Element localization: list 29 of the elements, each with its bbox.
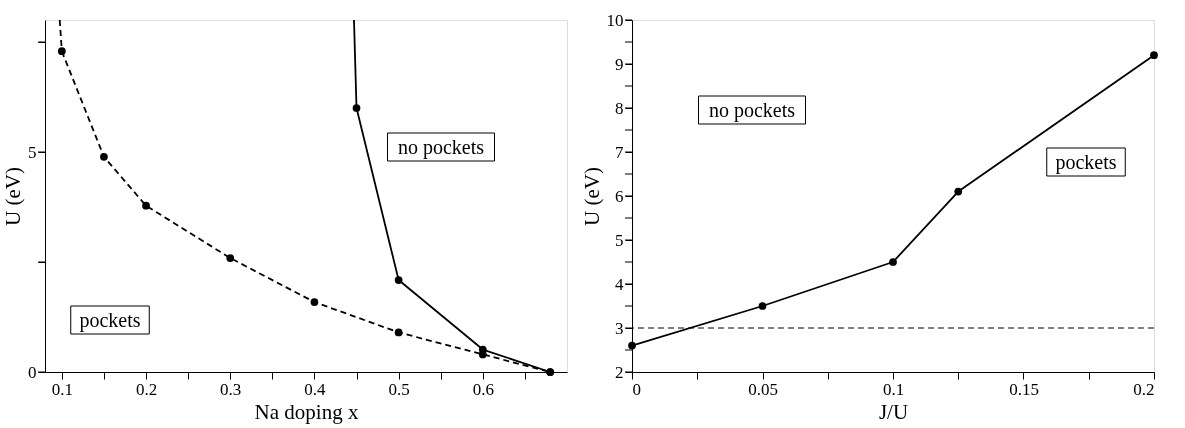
y-tick-label: 2 bbox=[615, 362, 624, 382]
x-tick-label: 0.05 bbox=[748, 379, 778, 399]
x-tick-label: 0.3 bbox=[220, 379, 242, 399]
annotation: no pockets bbox=[397, 136, 485, 159]
y-tick-label: 5 bbox=[615, 230, 624, 250]
x-tick-label: 0.6 bbox=[472, 379, 494, 399]
y-tick-label: 3 bbox=[615, 318, 624, 338]
annotation: no pockets bbox=[708, 99, 796, 122]
y-tick-label: 4 bbox=[615, 274, 624, 294]
y-tick-label: 10 bbox=[606, 10, 624, 30]
y-tick-label: 8 bbox=[615, 98, 624, 118]
x-tick-label: 0.2 bbox=[1133, 379, 1155, 399]
x-axis-title: J/U bbox=[878, 399, 909, 424]
x-axis-title: Na doping x bbox=[254, 399, 359, 424]
annotation: pockets bbox=[79, 309, 141, 332]
y-tick-label: 7 bbox=[615, 142, 624, 162]
y-tick-label: 5 bbox=[28, 142, 37, 162]
x-tick-label: 0.1 bbox=[882, 379, 905, 399]
y-axis-title: U (eV) bbox=[579, 167, 604, 226]
x-tick-label: 0.2 bbox=[135, 379, 158, 399]
y-tick-label: 6 bbox=[615, 186, 624, 206]
x-tick-label: 0.15 bbox=[1009, 379, 1039, 399]
y-axis-title: U (eV) bbox=[1, 167, 25, 226]
x-tick-label: 0.4 bbox=[304, 379, 327, 399]
annotation: pockets bbox=[1055, 151, 1117, 174]
y-tick-label: 9 bbox=[615, 54, 624, 74]
x-tick-label: 0 bbox=[632, 379, 641, 399]
x-tick-label: 0.5 bbox=[388, 379, 410, 399]
x-tick-label: 0.1 bbox=[51, 379, 73, 399]
